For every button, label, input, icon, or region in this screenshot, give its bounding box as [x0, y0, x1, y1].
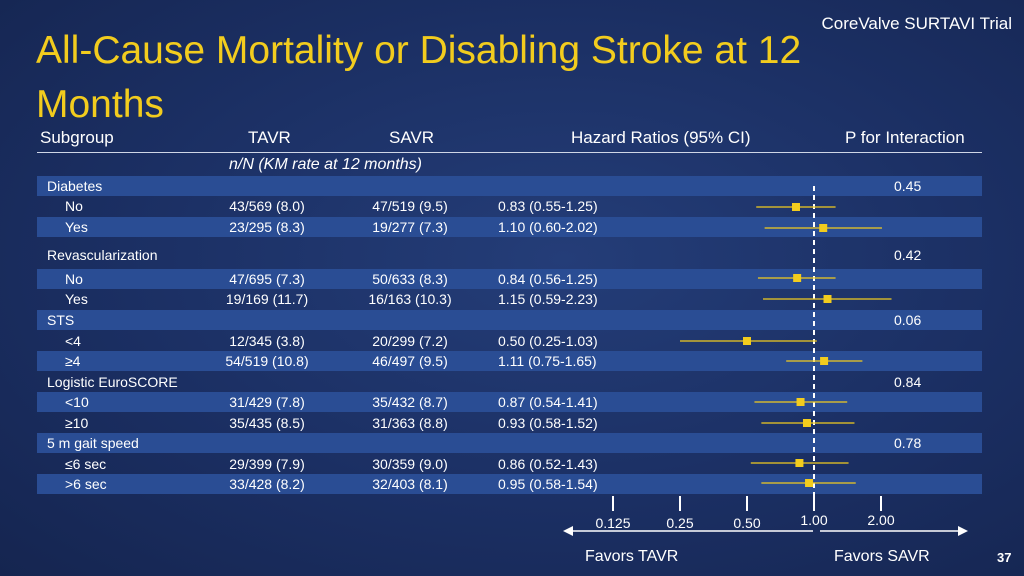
- subgroup-label: ≥4: [65, 353, 81, 369]
- subgroup-label: <4: [65, 333, 81, 349]
- header-p-interaction: P for Interaction: [845, 128, 965, 147]
- group-row: Logistic EuroSCORE 0.84: [37, 372, 982, 392]
- axis-tick-label: 1.00: [800, 512, 827, 528]
- subgroup-row: Yes 19/169 (11.7) 16/163 (10.3) 1.15 (0.59-…: [37, 289, 982, 309]
- savr-value: 50/633 (8.3): [372, 271, 448, 287]
- tavr-value: 12/345 (3.8): [229, 333, 305, 349]
- p-interaction-value: 0.45: [894, 178, 922, 194]
- subgroup-label: No: [65, 198, 83, 214]
- tavr-value: 33/428 (8.2): [229, 476, 305, 492]
- hazard-ratio-text: 1.10 (0.60-2.02): [498, 219, 598, 235]
- tavr-value: 47/695 (7.3): [229, 271, 305, 287]
- p-interaction-value: 0.42: [894, 247, 922, 263]
- subgroup-label: <10: [65, 394, 89, 410]
- subgroup-row: ≥10 35/435 (8.5) 31/363 (8.8) 0.93 (0.58-1.…: [37, 413, 982, 433]
- subgroup-label: No: [65, 271, 83, 287]
- hazard-ratio-text: 0.50 (0.25-1.03): [498, 333, 598, 349]
- axis-tick-label: 2.00: [867, 512, 894, 528]
- subgroup-label: ≤6 sec: [65, 456, 107, 472]
- p-interaction-value: 0.06: [894, 312, 922, 328]
- subgroup-table: Diabetes 0.45 No 43/569 (8.0) 47/519 (9.5) 0.…: [37, 176, 982, 494]
- tavr-value: 43/569 (8.0): [229, 198, 305, 214]
- savr-value: 46/497 (9.5): [372, 353, 448, 369]
- hazard-ratio-text: 0.86 (0.52-1.43): [498, 456, 598, 472]
- savr-value: 32/403 (8.1): [372, 476, 448, 492]
- subgroup-row: No 43/569 (8.0) 47/519 (9.5) 0.83 (0.55-1.2…: [37, 196, 982, 216]
- savr-value: 30/359 (9.0): [372, 456, 448, 472]
- tavr-value: 29/399 (7.9): [229, 456, 305, 472]
- savr-value: 20/299 (7.2): [372, 333, 448, 349]
- header-savr: SAVR: [389, 128, 435, 147]
- favors-savr-label: Favors SAVR: [834, 548, 930, 565]
- subgroup-label: >6 sec: [65, 476, 107, 492]
- group-label: Logistic EuroSCORE: [47, 374, 178, 390]
- group-label: Revascularization: [47, 247, 158, 263]
- hazard-ratio-text: 1.11 (0.75-1.65): [498, 353, 597, 369]
- group-row: Revascularization 0.42: [37, 245, 982, 265]
- axis-tick-label: 0.50: [733, 515, 760, 531]
- favors-tavr-label: Favors TAVR: [585, 548, 679, 565]
- hazard-ratio-text: 0.83 (0.55-1.25): [498, 198, 598, 214]
- slide-number: 37: [997, 550, 1012, 565]
- savr-value: 47/519 (9.5): [372, 198, 448, 214]
- sub-header: n/N (KM rate at 12 months): [229, 156, 422, 173]
- arrow-left-icon: [563, 526, 573, 536]
- header-tavr: TAVR: [248, 128, 291, 147]
- axis-tick-label: 0.125: [595, 515, 630, 531]
- group-label: STS: [47, 312, 75, 328]
- tavr-value: 54/519 (10.8): [225, 353, 309, 369]
- savr-value: 35/432 (8.7): [372, 394, 448, 410]
- group-label: Diabetes: [47, 178, 103, 194]
- group-label: 5 m gait speed: [47, 435, 139, 451]
- hazard-ratio-text: 0.87 (0.54-1.41): [498, 394, 598, 410]
- group-row: STS 0.06: [37, 310, 982, 330]
- subgroup-label: ≥10: [65, 415, 89, 431]
- savr-value: 16/163 (10.3): [368, 291, 452, 307]
- hazard-ratio-text: 0.84 (0.56-1.25): [498, 271, 598, 287]
- tavr-value: 35/435 (8.5): [229, 415, 305, 431]
- header-subgroup: Subgroup: [40, 128, 114, 147]
- trial-brand: CoreValve SURTAVI Trial: [821, 14, 1012, 33]
- tavr-value: 31/429 (7.8): [229, 394, 305, 410]
- p-interaction-value: 0.78: [894, 435, 922, 451]
- subgroup-row: No 47/695 (7.3) 50/633 (8.3) 0.84 (0.56-1.2…: [37, 269, 982, 289]
- slide-title: All-Cause Mortality or Disabling Stroke …: [36, 29, 802, 126]
- hazard-ratio-text: 0.95 (0.58-1.54): [498, 476, 598, 492]
- savr-value: 31/363 (8.8): [372, 415, 448, 431]
- subgroup-row: ≤6 sec 29/399 (7.9) 30/359 (9.0) 0.86 (0.52…: [37, 454, 982, 474]
- tavr-value: 19/169 (11.7): [225, 291, 309, 307]
- axis-tick-label: 0.25: [666, 515, 693, 531]
- tavr-value: 23/295 (8.3): [229, 219, 305, 235]
- subgroup-row: Yes 23/295 (8.3) 19/277 (7.3) 1.10 (0.60-2.…: [37, 217, 982, 237]
- header-hazard-ratios: Hazard Ratios (95% CI): [571, 128, 751, 147]
- subgroup-row: <4 12/345 (3.8) 20/299 (7.2) 0.50 (0.25-1.0…: [37, 331, 982, 351]
- subgroup-row: <10 31/429 (7.8) 35/432 (8.7) 0.87 (0.54-1.…: [37, 392, 982, 412]
- arrow-right-icon: [958, 526, 968, 536]
- hazard-ratio-text: 1.15 (0.59-2.23): [498, 291, 598, 307]
- header-divider: [37, 152, 982, 153]
- subgroup-label: Yes: [65, 219, 88, 235]
- p-interaction-value: 0.84: [894, 374, 922, 390]
- subgroup-row: >6 sec 33/428 (8.2) 32/403 (8.1) 0.95 (0.58…: [37, 474, 982, 494]
- subgroup-row: ≥4 54/519 (10.8) 46/497 (9.5) 1.11 (0.75-1.…: [37, 351, 982, 371]
- hazard-ratio-text: 0.93 (0.58-1.52): [498, 415, 598, 431]
- subgroup-label: Yes: [65, 291, 88, 307]
- group-row: 5 m gait speed 0.78: [37, 433, 982, 453]
- savr-value: 19/277 (7.3): [372, 219, 448, 235]
- group-row: Diabetes 0.45: [37, 176, 982, 196]
